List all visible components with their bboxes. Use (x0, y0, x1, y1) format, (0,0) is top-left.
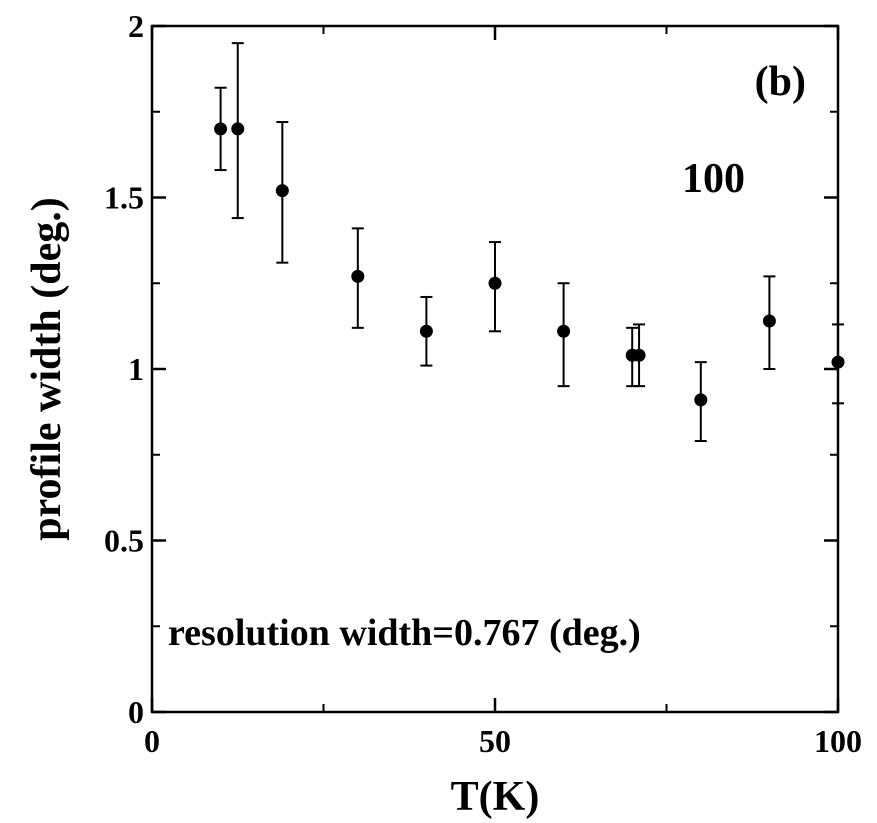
y-tick-label: 2 (128, 8, 144, 44)
panel-label: (b) (755, 59, 806, 105)
data-point (488, 276, 502, 290)
resolution-note: resolution width=0.767 (deg.) (168, 612, 641, 654)
data-point (419, 324, 433, 338)
x-axis-title: T(K) (451, 774, 540, 820)
data-point (351, 269, 365, 283)
data-point (557, 324, 571, 338)
data-point (214, 122, 228, 136)
y-tick-label: 1.5 (104, 180, 144, 216)
x-tick-label: 50 (479, 723, 511, 759)
data-point (694, 393, 708, 407)
data-point (231, 122, 245, 136)
data-point (632, 348, 646, 362)
reflection-label: 100 (682, 156, 745, 202)
axis-ticks (150, 24, 840, 714)
tick-labels: 0 50 100 0 0.5 1 1.5 2 (104, 8, 862, 759)
plot-frame (150, 24, 840, 714)
x-tick-label: 0 (144, 723, 160, 759)
error-bars (214, 42, 844, 443)
y-tick-label: 0 (128, 694, 144, 730)
y-tick-label: 1 (128, 351, 144, 387)
y-tick-label: 0.5 (104, 523, 144, 559)
data-point (762, 314, 776, 328)
y-axis-title: profile width (deg.) (24, 197, 70, 540)
data-point (831, 355, 845, 369)
data-point (275, 184, 289, 198)
x-tick-label: 100 (814, 723, 862, 759)
data-points (214, 122, 845, 407)
